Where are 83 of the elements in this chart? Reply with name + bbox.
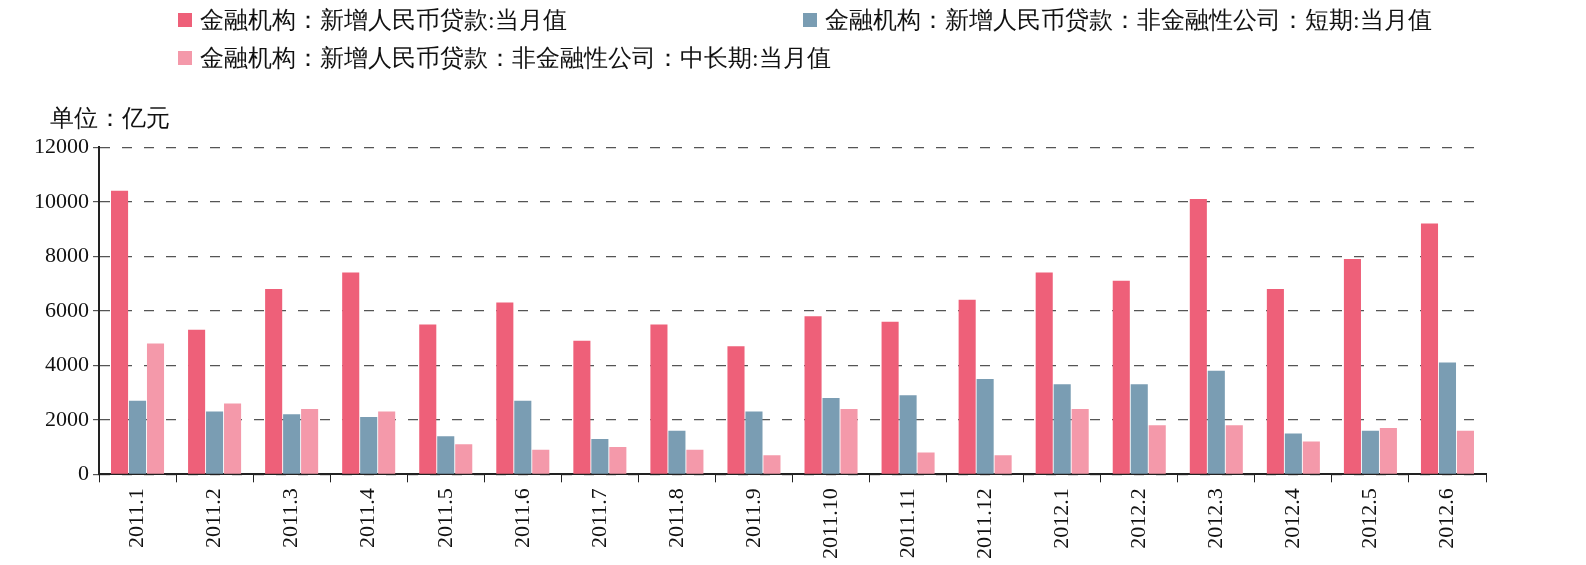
y-tick-label: 6000 bbox=[45, 296, 89, 322]
bar bbox=[1148, 425, 1166, 474]
bar bbox=[745, 411, 763, 474]
bar bbox=[128, 400, 147, 474]
x-tick-label: 2011.4 bbox=[354, 488, 380, 548]
bar bbox=[1456, 430, 1474, 474]
bar bbox=[573, 340, 591, 474]
bar bbox=[1053, 384, 1071, 474]
bar bbox=[899, 395, 917, 474]
y-tick-label: 4000 bbox=[45, 351, 89, 377]
x-tick-label: 2011.6 bbox=[508, 488, 534, 548]
bar bbox=[1130, 384, 1148, 474]
bar bbox=[146, 343, 165, 474]
bar bbox=[342, 272, 360, 474]
x-tick-label: 2011.3 bbox=[277, 488, 303, 548]
bar bbox=[378, 411, 396, 474]
x-tick-label: 2012.4 bbox=[1279, 488, 1305, 549]
bar bbox=[496, 302, 514, 474]
x-tick-label: 2011.9 bbox=[739, 488, 765, 548]
y-tick-label: 2000 bbox=[45, 405, 89, 431]
x-tick-label: 2011.7 bbox=[585, 488, 611, 548]
legend-label: 金融机构：新增人民币贷款：非金融性公司：中长期:当月值 bbox=[200, 44, 831, 73]
bar bbox=[1071, 408, 1089, 474]
bar bbox=[1284, 433, 1302, 474]
bar bbox=[437, 436, 455, 474]
x-tick-label: 2012.6 bbox=[1433, 488, 1459, 549]
legend-label: 金融机构：新增人民币贷款：非金融性公司：短期:当月值 bbox=[825, 6, 1432, 35]
bar bbox=[532, 449, 550, 474]
bar bbox=[1189, 198, 1207, 474]
bar bbox=[994, 455, 1012, 474]
y-tick-label: 12000 bbox=[34, 132, 89, 158]
bar bbox=[1266, 288, 1284, 474]
bar bbox=[917, 452, 935, 474]
bar bbox=[609, 447, 627, 474]
bar bbox=[804, 316, 822, 474]
legend-label: 金融机构：新增人民币贷款:当月值 bbox=[200, 6, 567, 35]
bar bbox=[1420, 223, 1439, 474]
x-tick-label: 2012.2 bbox=[1125, 488, 1151, 549]
x-tick-label: 2011.10 bbox=[816, 488, 842, 559]
bar bbox=[455, 444, 473, 474]
bar bbox=[224, 403, 242, 474]
bar bbox=[650, 324, 668, 474]
bar bbox=[763, 455, 781, 474]
bar bbox=[1379, 427, 1397, 474]
x-tick-label: 2011.12 bbox=[970, 488, 996, 559]
bar bbox=[668, 430, 686, 474]
y-tick-label: 8000 bbox=[45, 242, 89, 268]
bar bbox=[360, 417, 378, 474]
bar bbox=[1207, 370, 1225, 474]
y-tick-label: 10000 bbox=[34, 187, 89, 213]
x-tick-label: 2011.11 bbox=[893, 488, 919, 559]
x-tick-label: 2011.5 bbox=[431, 488, 457, 548]
bar bbox=[1361, 430, 1379, 474]
x-tick-label: 2012.1 bbox=[1047, 488, 1073, 549]
bar bbox=[206, 411, 224, 474]
bar bbox=[1225, 425, 1243, 474]
bar bbox=[1302, 441, 1320, 474]
bar bbox=[514, 400, 532, 474]
x-tick-label: 2012.5 bbox=[1356, 488, 1382, 549]
bar bbox=[265, 288, 283, 474]
y-tick-label: 0 bbox=[78, 460, 89, 486]
bar bbox=[188, 329, 206, 474]
bar bbox=[1112, 280, 1130, 474]
bar bbox=[727, 346, 745, 474]
bar bbox=[881, 321, 899, 474]
bar bbox=[1035, 272, 1053, 474]
bar bbox=[1343, 258, 1361, 474]
bar bbox=[419, 324, 437, 474]
x-tick-label: 2012.3 bbox=[1202, 488, 1228, 549]
bar bbox=[283, 414, 301, 474]
bar bbox=[301, 408, 319, 474]
bar bbox=[976, 378, 994, 474]
bar bbox=[591, 438, 609, 474]
bar bbox=[958, 299, 976, 474]
bar bbox=[822, 397, 840, 474]
x-tick-label: 2011.8 bbox=[662, 488, 688, 548]
x-tick-label: 2011.2 bbox=[200, 488, 226, 548]
x-tick-label: 2011.1 bbox=[123, 488, 149, 548]
bar bbox=[686, 449, 704, 474]
bar bbox=[1438, 362, 1457, 474]
bar bbox=[111, 190, 129, 474]
bar bbox=[840, 408, 858, 474]
y-axis-title: 单位：亿元 bbox=[50, 104, 170, 133]
